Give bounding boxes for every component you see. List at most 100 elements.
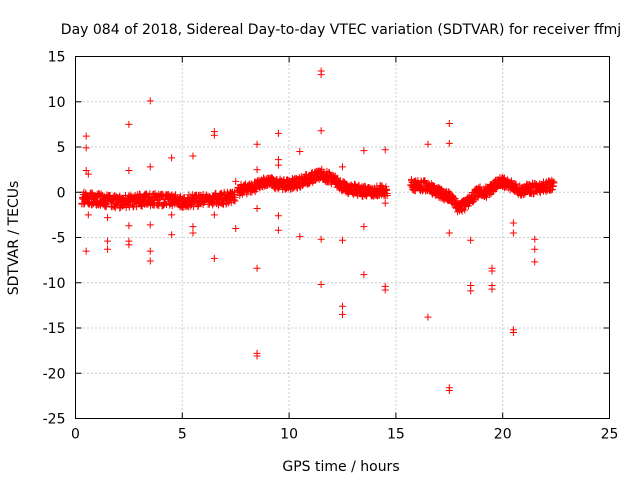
data-point [361,182,369,190]
data-point [253,352,261,360]
data-point [381,146,389,154]
data-point [82,132,90,140]
x-tick-label: 25 [601,427,619,443]
data-point [481,192,489,200]
data-point [274,161,282,169]
data-point [424,140,432,148]
data-point [461,206,469,214]
data-point [381,286,389,294]
x-tick-label: 5 [178,427,187,443]
data-point [232,177,240,185]
data-point [168,231,176,239]
data-point [512,180,520,188]
y-tick-label: -5 [52,231,66,247]
data-point [547,186,555,194]
data-point [339,236,346,244]
y-tick-label: 0 [57,185,66,201]
data-point [339,310,346,318]
data-point [317,71,325,79]
chart-title: Day 084 of 2018, Sidereal Day-to-day VTE… [61,22,621,38]
data-point [125,167,133,175]
data-point [82,167,90,175]
data-point [146,97,154,105]
data-point [274,226,282,234]
y-axis-label: SDTVAR / TECUs [6,181,22,296]
data-point [189,229,197,237]
data-point [168,154,176,162]
data-point [232,224,240,232]
data-point [253,140,261,148]
y-tick-label: 15 [48,50,66,66]
data-point [253,264,261,272]
data-point [360,271,368,279]
y-tick-label: -25 [43,412,66,428]
data-point [488,267,496,275]
data-point [509,229,517,237]
data-point [550,178,558,186]
data-point [429,182,437,190]
data-point [296,148,304,156]
data-point [104,237,112,245]
data-point [82,144,90,152]
data-points [78,67,558,394]
grid [75,56,610,419]
data-point [549,182,557,190]
y-tick-label: -15 [43,321,66,337]
data-point [84,170,92,178]
data-point [104,214,112,222]
data-point [125,241,133,249]
data-point [318,165,326,173]
x-tick-label: 0 [71,427,80,443]
data-point [531,235,539,243]
y-tick-label: 10 [48,95,66,111]
data-point [445,119,453,127]
data-point [274,212,282,220]
data-point [445,386,453,394]
y-tick-label: -20 [43,366,66,382]
data-point [84,211,92,219]
data-point [317,127,325,135]
y-tick-label: -10 [43,276,66,292]
data-point [189,152,197,160]
data-point [146,163,154,171]
data-point [548,185,556,193]
data-point [189,223,197,231]
data-point [445,229,453,237]
data-point [146,221,154,229]
data-point [470,197,478,205]
data-point [339,302,346,310]
data-point [194,202,202,210]
data-point [445,139,453,147]
x-tick-label: 10 [280,427,298,443]
data-point [509,329,517,337]
data-point [82,247,90,255]
data-point [339,163,346,171]
data-point [125,222,133,230]
data-point [383,192,391,200]
data-point [531,245,539,253]
data-point [146,257,154,265]
data-point [253,166,261,174]
data-point [296,233,304,241]
y-tick-label: 5 [57,140,66,156]
data-point [360,147,368,155]
data-point [168,211,176,219]
data-point [162,201,170,209]
data-point [488,285,496,293]
axis-ticks: 0 5 10 15 20 25 -25 -20 -15 -10 -5 0 5 10 15 [43,50,619,443]
data-point [383,185,391,193]
data-point [424,313,432,321]
data-point [467,236,475,244]
data-point [509,219,517,227]
data-point [381,199,389,207]
data-point [284,176,292,184]
data-point [231,197,239,205]
x-tick-label: 15 [387,427,405,443]
data-point [104,245,112,253]
data-point [210,254,218,262]
data-point [317,281,325,289]
x-tick-label: 20 [494,427,512,443]
data-point [360,223,368,231]
data-point [531,258,539,266]
